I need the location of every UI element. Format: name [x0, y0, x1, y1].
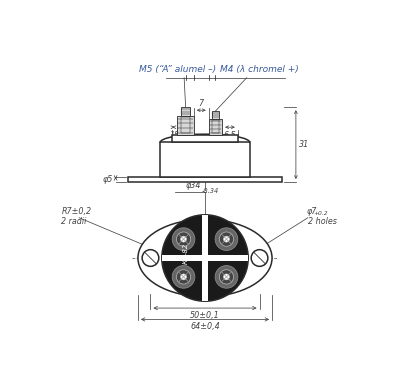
- Circle shape: [251, 250, 268, 266]
- Circle shape: [180, 274, 186, 280]
- Circle shape: [162, 215, 248, 301]
- Text: φ7: φ7: [306, 207, 317, 216]
- Bar: [162, 255, 248, 261]
- Bar: [181, 107, 190, 116]
- Bar: [209, 118, 222, 135]
- Circle shape: [224, 236, 230, 242]
- Text: 15: 15: [170, 131, 180, 140]
- Bar: [128, 176, 282, 182]
- Circle shape: [172, 228, 195, 250]
- Text: КС-82: КС-82: [183, 243, 189, 264]
- Bar: [160, 142, 250, 176]
- Text: φ34: φ34: [186, 181, 201, 190]
- Text: 7: 7: [199, 99, 204, 108]
- Circle shape: [176, 232, 191, 246]
- Text: 31: 31: [299, 140, 309, 149]
- Circle shape: [219, 232, 234, 246]
- Circle shape: [142, 250, 159, 266]
- Bar: [202, 215, 208, 301]
- Text: 2 radii: 2 radii: [61, 217, 87, 226]
- Bar: [212, 120, 219, 134]
- Ellipse shape: [138, 219, 272, 297]
- Text: M5 (“A” alumel –): M5 (“A” alumel –): [140, 65, 216, 74]
- Text: φ5: φ5: [103, 175, 113, 184]
- Text: 6.5: 6.5: [224, 131, 236, 140]
- Bar: [212, 111, 219, 118]
- Text: 64±0,4: 64±0,4: [190, 322, 220, 331]
- Bar: [172, 135, 238, 142]
- Circle shape: [219, 270, 234, 284]
- Text: R7±0,2: R7±0,2: [61, 207, 92, 216]
- Text: -0.34: -0.34: [202, 188, 219, 194]
- Text: +0.2: +0.2: [313, 211, 328, 216]
- Circle shape: [224, 274, 230, 280]
- Circle shape: [180, 236, 186, 242]
- Text: 50±0,1: 50±0,1: [190, 311, 220, 320]
- Circle shape: [215, 228, 238, 250]
- Bar: [178, 116, 194, 135]
- Text: M4 (λ chromel +): M4 (λ chromel +): [220, 65, 299, 74]
- Text: 2 holes: 2 holes: [308, 217, 337, 226]
- Circle shape: [215, 265, 238, 288]
- Bar: [181, 117, 190, 134]
- Circle shape: [176, 270, 191, 284]
- Circle shape: [172, 265, 195, 288]
